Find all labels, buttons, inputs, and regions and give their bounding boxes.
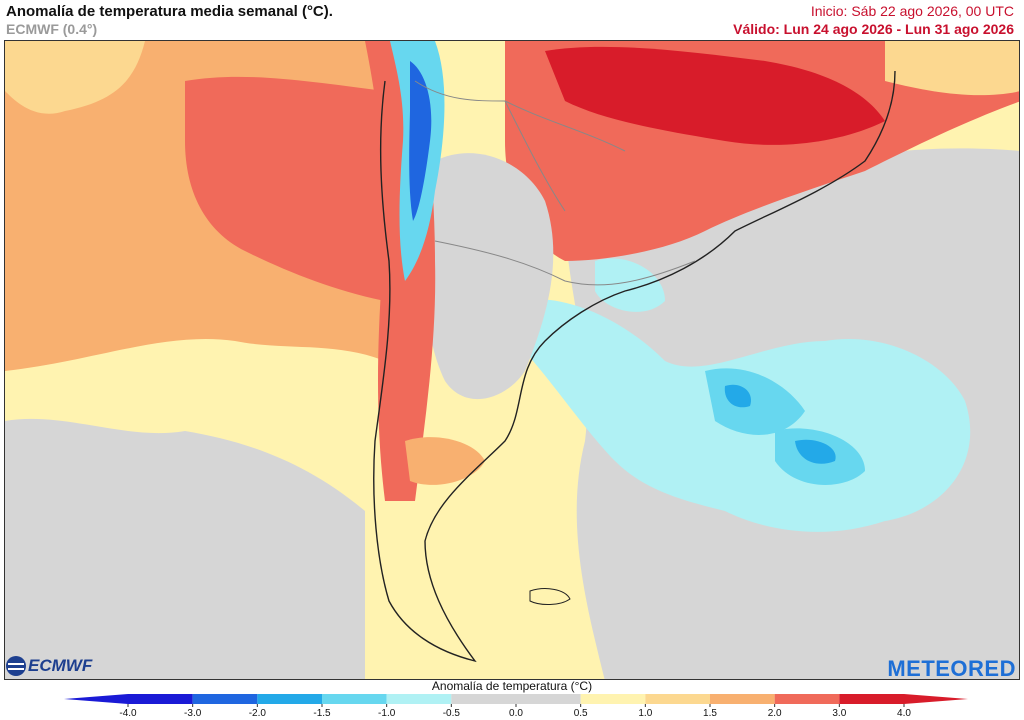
globe-icon [6, 656, 26, 676]
map-canvas [5, 41, 1019, 679]
ecmwf-logo: ECMWF [6, 656, 92, 676]
meteored-logo: METEORED [887, 656, 1016, 681]
mild-area-ne [885, 41, 1019, 96]
legend-tick-label: -2.0 [249, 708, 267, 719]
border-line-2 [504, 100, 566, 212]
legend-tick-label: -4.0 [119, 708, 137, 719]
islands [529, 588, 571, 605]
warm-area-patagonia [405, 437, 485, 485]
neutral-area-west-2 [64, 461, 325, 641]
legend-tick-label: 0.5 [574, 708, 588, 719]
legend-swatch [645, 694, 710, 704]
legend-tick-label: -1.5 [313, 708, 331, 719]
colder-spot-2 [795, 439, 836, 464]
legend-swatch [710, 694, 775, 704]
legend-tick-label: -0.5 [443, 708, 461, 719]
very-hot-area-brazil [545, 46, 885, 145]
legend-swatch [774, 694, 840, 704]
neutral-area-argentina [424, 153, 554, 400]
colder-spot-1 [724, 384, 751, 408]
legend-bar [64, 694, 968, 704]
legend-arrow-high [904, 694, 968, 704]
hot-area-pacific [185, 76, 385, 301]
ecmwf-logo-text: ECMWF [28, 656, 93, 675]
legend-tick-label: 3.0 [832, 708, 846, 719]
legend-swatch [322, 694, 387, 704]
legend-title: Anomalía de temperatura (°C) [431, 679, 593, 693]
legend-swatch [516, 694, 581, 704]
legend-swatch [257, 694, 322, 704]
legend-tick-label: 1.0 [638, 708, 652, 719]
legend-swatch [192, 694, 258, 704]
legend-swatch [386, 694, 452, 704]
mild-area-nw [5, 41, 145, 114]
legend-ticks: -4.0 -3.0 -2.0 -1.5 -1.0 -0.5 0.0 0.5 1.0 1.5 2.0 3… [119, 704, 911, 719]
color-legend: -4.0 -3.0 -2.0 -1.5 -1.0 -0.5 0.0 0.5 1.0 1.5 2.0 3… [64, 694, 968, 719]
coastline [373, 70, 896, 663]
legend-tick-label: 1.5 [703, 708, 717, 719]
legend-swatch [451, 694, 516, 704]
legend-tick-label: -1.0 [378, 708, 396, 719]
legend-tick-label: 0.0 [509, 708, 523, 719]
legend-tick-label: -3.0 [184, 708, 202, 719]
border-line-1 [434, 240, 696, 286]
very-cold-strip-andes [409, 61, 432, 221]
valid-period: Válido: Lun 24 ago 2026 - Lun 31 ago 202… [733, 21, 1014, 37]
legend-tick-label: 4.0 [897, 708, 911, 719]
init-time: Inicio: Sáb 22 ago 2026, 00 UTC [810, 3, 1014, 19]
legend-tick-label: 2.0 [768, 708, 782, 719]
border-line-3 [414, 80, 626, 152]
legend-swatch [839, 694, 904, 704]
legend-swatch [580, 694, 646, 704]
map-title: Anomalía de temperatura media semanal (°… [6, 3, 333, 20]
model-label: ECMWF (0.4°) [6, 21, 98, 37]
legend-arrow-low [64, 694, 128, 704]
anomaly-map[interactable] [4, 40, 1020, 680]
legend-swatch [128, 694, 193, 704]
cool-area-plata [595, 258, 665, 312]
